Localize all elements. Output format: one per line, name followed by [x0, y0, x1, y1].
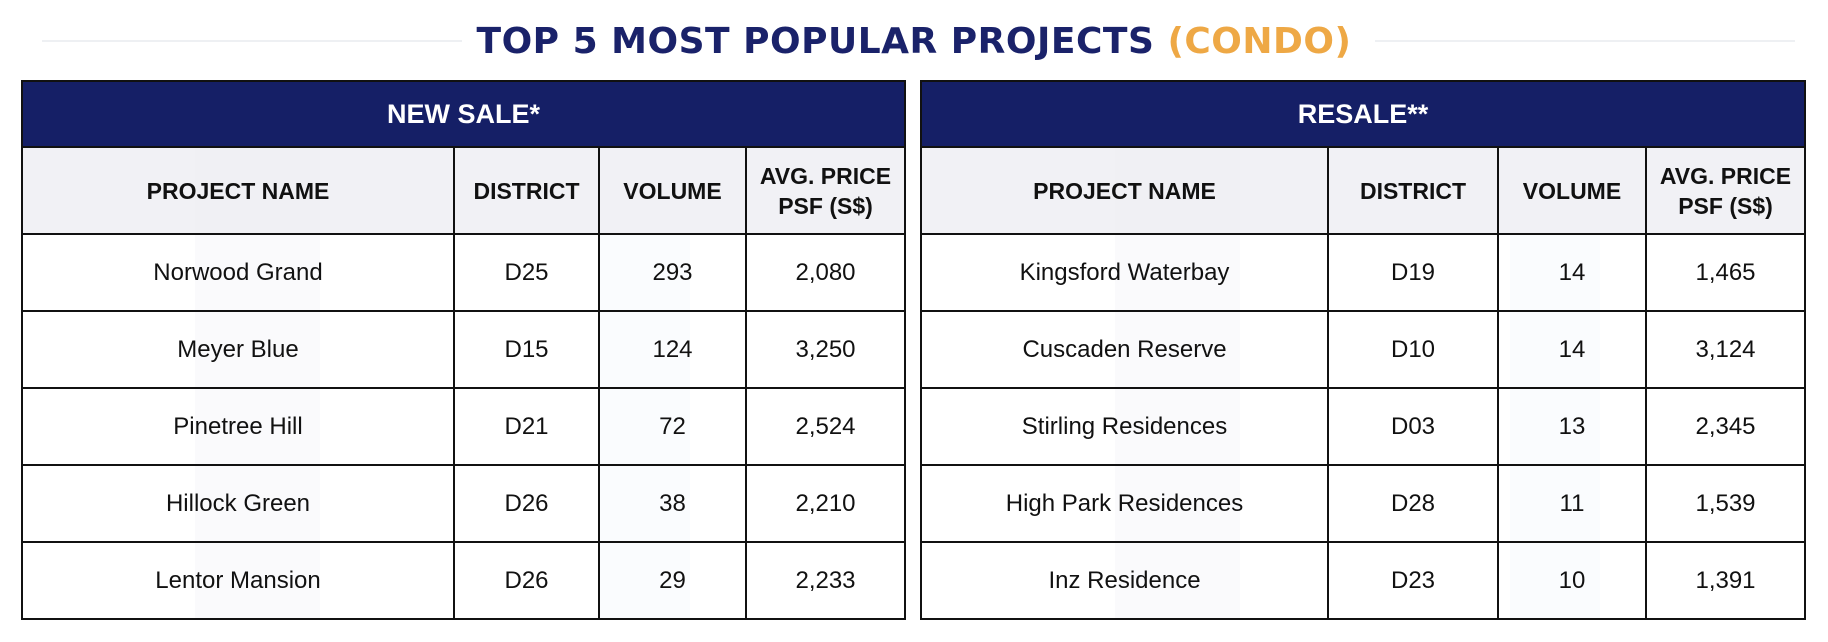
- cell-project: Inz Residence: [922, 542, 1329, 618]
- cell-price: 2,210: [746, 465, 904, 543]
- table-header-row: PROJECT NAME DISTRICT VOLUME AVG. PRICE …: [23, 148, 904, 235]
- cell-project: Kingsford Waterbay: [922, 234, 1329, 312]
- column-header-project: PROJECT NAME: [23, 148, 455, 235]
- column-header-district: DISTRICT: [454, 148, 600, 235]
- table-row: Meyer Blue D15 124 3,250: [23, 311, 904, 389]
- title-divider-right: [1375, 40, 1795, 42]
- cell-volume: 293: [599, 234, 747, 312]
- new-sale-table: PROJECT NAME DISTRICT VOLUME AVG. PRICE …: [23, 148, 904, 618]
- cell-volume: 124: [599, 311, 747, 389]
- cell-district: D28: [1328, 465, 1499, 543]
- table-row: Norwood Grand D25 293 2,080: [23, 234, 904, 312]
- column-header-price: AVG. PRICE PSF (S$): [746, 148, 904, 235]
- cell-district: D26: [454, 465, 600, 543]
- cell-price: 2,345: [1646, 388, 1804, 466]
- cell-district: D15: [454, 311, 600, 389]
- table-header-row: PROJECT NAME DISTRICT VOLUME AVG. PRICE …: [922, 148, 1804, 235]
- column-header-district: DISTRICT: [1328, 148, 1499, 235]
- cell-district: D10: [1328, 311, 1499, 389]
- cell-price: 2,080: [746, 234, 904, 312]
- cell-price: 1,539: [1646, 465, 1804, 543]
- cell-project: Pinetree Hill: [23, 388, 455, 466]
- cell-project: Stirling Residences: [922, 388, 1329, 466]
- cell-volume: 13: [1498, 388, 1647, 466]
- column-header-price: AVG. PRICE PSF (S$): [1646, 148, 1804, 235]
- cell-project: Norwood Grand: [23, 234, 455, 312]
- table-row: Lentor Mansion D26 29 2,233: [23, 542, 904, 618]
- column-header-volume: VOLUME: [599, 148, 747, 235]
- column-header-volume: VOLUME: [1498, 148, 1647, 235]
- cell-volume: 11: [1498, 465, 1647, 543]
- cell-district: D21: [454, 388, 600, 466]
- cell-volume: 38: [599, 465, 747, 543]
- resale-heading: RESALE**: [922, 82, 1804, 148]
- cell-price: 1,391: [1646, 542, 1804, 618]
- page-title-accent: (CONDO): [1167, 21, 1352, 62]
- title-divider-left: [42, 40, 462, 42]
- resale-table: PROJECT NAME DISTRICT VOLUME AVG. PRICE …: [922, 148, 1804, 618]
- column-header-project: PROJECT NAME: [922, 148, 1329, 235]
- cell-district: D19: [1328, 234, 1499, 312]
- cell-district: D23: [1328, 542, 1499, 618]
- table-row: Cuscaden Reserve D10 14 3,124: [922, 311, 1804, 389]
- cell-project: High Park Residences: [922, 465, 1329, 543]
- cell-project: Hillock Green: [23, 465, 455, 543]
- cell-price: 3,250: [746, 311, 904, 389]
- page-title: TOP 5 MOST POPULAR PROJECTS (CONDO): [0, 18, 1828, 66]
- table-row: High Park Residences D28 11 1,539: [922, 465, 1804, 543]
- cell-price: 1,465: [1646, 234, 1804, 312]
- resale-panel: RESALE** PROJECT NAME DISTRICT VOLUME AV…: [920, 80, 1806, 620]
- new-sale-heading: NEW SALE*: [23, 82, 904, 148]
- cell-price: 3,124: [1646, 311, 1804, 389]
- cell-volume: 14: [1498, 311, 1647, 389]
- table-row: Pinetree Hill D21 72 2,524: [23, 388, 904, 466]
- cell-project: Cuscaden Reserve: [922, 311, 1329, 389]
- cell-volume: 14: [1498, 234, 1647, 312]
- cell-volume: 29: [599, 542, 747, 618]
- page-title-main: TOP 5 MOST POPULAR PROJECTS: [476, 21, 1155, 62]
- cell-district: D03: [1328, 388, 1499, 466]
- cell-price: 2,233: [746, 542, 904, 618]
- cell-volume: 10: [1498, 542, 1647, 618]
- cell-volume: 72: [599, 388, 747, 466]
- new-sale-panel: NEW SALE* PROJECT NAME DISTRICT VOLUME A…: [21, 80, 906, 620]
- cell-project: Lentor Mansion: [23, 542, 455, 618]
- table-row: Inz Residence D23 10 1,391: [922, 542, 1804, 618]
- title-row: TOP 5 MOST POPULAR PROJECTS (CONDO): [0, 0, 1828, 80]
- cell-district: D25: [454, 234, 600, 312]
- cell-price: 2,524: [746, 388, 904, 466]
- cell-district: D26: [454, 542, 600, 618]
- table-row: Kingsford Waterbay D19 14 1,465: [922, 234, 1804, 312]
- cell-project: Meyer Blue: [23, 311, 455, 389]
- table-row: Hillock Green D26 38 2,210: [23, 465, 904, 543]
- table-row: Stirling Residences D03 13 2,345: [922, 388, 1804, 466]
